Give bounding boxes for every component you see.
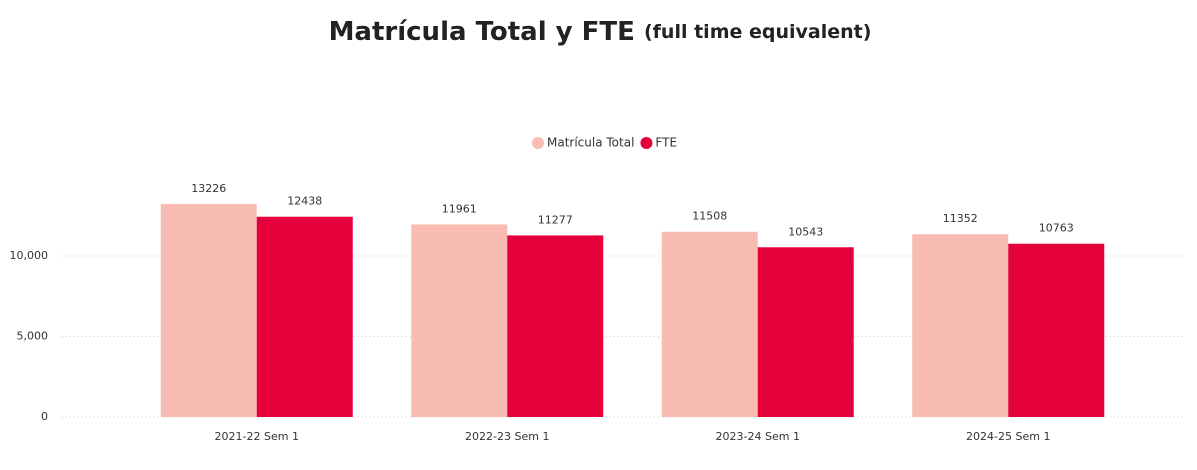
x-tick-label: 2023-24 Sem 1: [716, 430, 800, 443]
title-main: Matrícula Total y FTE: [329, 17, 635, 47]
y-tick-label: 0: [41, 410, 48, 423]
data-label: 11277: [538, 213, 573, 226]
data-label: 11961: [442, 202, 477, 215]
title-note: (full time equivalent): [644, 21, 871, 43]
bar: [411, 224, 508, 417]
y-tick-label: 5,000: [17, 330, 49, 343]
y-tick-label: 10,000: [10, 249, 49, 262]
data-label: 11508: [692, 210, 727, 223]
x-tick-label: 2022-23 Sem 1: [465, 430, 549, 443]
data-label: 10763: [1039, 222, 1074, 235]
legend-swatch: [640, 137, 653, 149]
data-label: 11352: [943, 212, 978, 225]
bar: [256, 216, 353, 417]
legend-label: FTE: [655, 136, 677, 150]
data-label: 12438: [287, 195, 322, 208]
bar: [1008, 243, 1105, 417]
data-label: 10543: [788, 225, 823, 238]
bar: [661, 231, 758, 417]
bar: [507, 235, 604, 417]
data-label: 13226: [191, 182, 226, 195]
bar: [757, 247, 854, 417]
legend-swatch: [532, 137, 544, 149]
bar: [912, 234, 1009, 417]
chart-title: Matrícula Total y FTE (full time equival…: [329, 17, 872, 47]
x-tick-label: 2021-22 Sem 1: [215, 430, 299, 443]
x-tick-label: 2024-25 Sem 1: [966, 430, 1050, 443]
bar: [160, 204, 257, 417]
legend-label: Matrícula Total: [547, 136, 634, 150]
